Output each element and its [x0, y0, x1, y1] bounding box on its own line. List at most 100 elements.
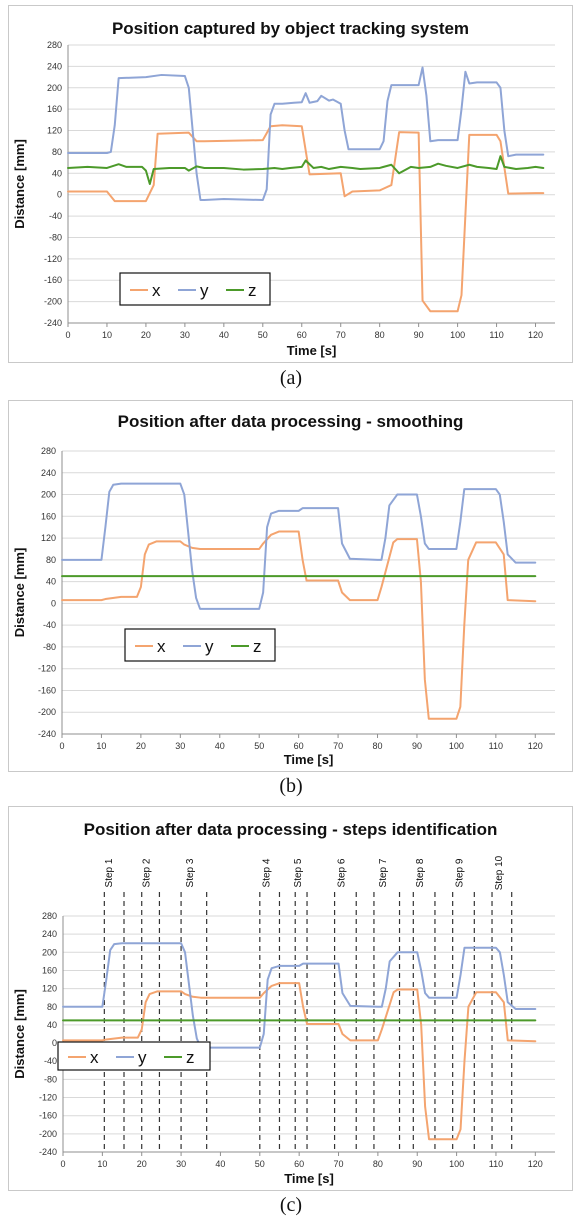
series-x-line — [62, 982, 537, 1141]
x-tick-label: 110 — [489, 330, 503, 340]
series-y-line — [61, 482, 537, 610]
step-label: Step 6 — [336, 858, 347, 887]
x-tick-label: 30 — [180, 330, 190, 340]
x-tick-label: 110 — [489, 741, 503, 751]
y-tick-label: -80 — [49, 232, 62, 242]
chart-b-svg: Position after data processing - smoothi… — [8, 400, 573, 772]
x-tick-label: 40 — [219, 330, 229, 340]
y-tick-label: -200 — [39, 1129, 57, 1139]
chart-panel-a: Position captured by object tracking sys… — [8, 5, 573, 363]
chart-a-svg: Position captured by object tracking sys… — [8, 5, 573, 363]
step-label: Step 1 — [104, 858, 115, 887]
x-tick-label: 120 — [528, 330, 543, 340]
caption-b: (b) — [279, 775, 303, 797]
x-tick-label: 80 — [373, 1159, 383, 1169]
y-tick-label: 40 — [46, 577, 56, 587]
step-label: Step 5 — [293, 858, 304, 887]
y-tick-label: 80 — [46, 555, 56, 565]
x-tick-label: 70 — [334, 1159, 344, 1169]
chart-c-svg: Position after data processing - steps i… — [8, 806, 573, 1191]
y-tick-label: -160 — [39, 1111, 57, 1121]
x-tick-label: 0 — [65, 330, 70, 340]
step-label: Step 9 — [455, 858, 466, 887]
y-tick-label: -40 — [49, 211, 62, 221]
series-z-line — [67, 155, 545, 185]
chart-title: Position after data processing - smoothi… — [118, 412, 464, 431]
series-y-line — [67, 66, 545, 202]
step-label: Step 2 — [142, 858, 153, 887]
x-tick-label: 50 — [255, 1159, 265, 1169]
x-tick-label: 50 — [254, 741, 264, 751]
y-tick-label: -40 — [44, 1056, 57, 1066]
y-tick-label: 120 — [41, 533, 56, 543]
y-tick-label: -120 — [38, 664, 56, 674]
y-axis-title: Distance [mm] — [12, 989, 27, 1079]
x-tick-label: 30 — [175, 741, 185, 751]
y-tick-label: -240 — [39, 1147, 57, 1157]
x-tick-label: 120 — [528, 1159, 543, 1169]
x-tick-label: 10 — [96, 741, 106, 751]
x-tick-label: 30 — [176, 1159, 186, 1169]
x-tick-label: 60 — [294, 741, 304, 751]
x-axis-title: Time [s] — [287, 343, 337, 358]
x-tick-label: 20 — [137, 1159, 147, 1169]
chart-panel-c: Position after data processing - steps i… — [8, 806, 573, 1191]
chart-frame — [8, 5, 573, 363]
step-label: Step 10 — [494, 855, 505, 890]
x-tick-label: 10 — [102, 330, 112, 340]
legend-x-label: x — [157, 637, 166, 656]
y-tick-label: -80 — [44, 1074, 57, 1084]
y-tick-label: -160 — [44, 275, 62, 285]
series-x-line — [67, 124, 545, 313]
x-tick-label: 100 — [449, 741, 464, 751]
chart-frame — [8, 400, 573, 772]
y-tick-label: 0 — [51, 598, 56, 608]
y-tick-label: -200 — [44, 297, 62, 307]
x-tick-label: 60 — [294, 1159, 304, 1169]
y-tick-label: 40 — [47, 1020, 57, 1030]
y-tick-label: -120 — [44, 254, 62, 264]
y-tick-label: -200 — [38, 707, 56, 717]
y-tick-label: 200 — [41, 490, 56, 500]
y-axis-title: Distance [mm] — [12, 139, 27, 229]
y-tick-label: 120 — [42, 984, 57, 994]
y-tick-label: 160 — [41, 511, 56, 521]
x-tick-label: 80 — [373, 741, 383, 751]
y-tick-label: -80 — [43, 642, 56, 652]
caption-c: (c) — [279, 1194, 303, 1216]
y-tick-label: -160 — [38, 685, 56, 695]
legend-z-label: z — [248, 281, 257, 300]
legend-z-label: z — [186, 1048, 195, 1067]
y-tick-label: 80 — [47, 1002, 57, 1012]
legend-x-label: x — [90, 1048, 99, 1067]
step-label: Step 7 — [378, 858, 389, 887]
y-tick-label: 0 — [57, 190, 62, 200]
step-label: Step 3 — [185, 858, 196, 887]
legend-x-label: x — [152, 281, 161, 300]
legend-z-label: z — [253, 637, 262, 656]
series-y-line — [62, 942, 537, 1049]
y-tick-label: 160 — [47, 104, 62, 114]
step-label: Step 4 — [262, 858, 273, 887]
y-tick-label: 200 — [42, 947, 57, 957]
y-tick-label: 120 — [47, 126, 62, 136]
x-tick-label: 110 — [489, 1159, 503, 1169]
chart-title: Position after data processing - steps i… — [84, 820, 498, 839]
x-tick-label: 20 — [136, 741, 146, 751]
y-tick-label: 160 — [42, 965, 57, 975]
y-tick-label: -120 — [39, 1093, 57, 1103]
legend-y-label: y — [200, 281, 209, 300]
x-tick-label: 60 — [297, 330, 307, 340]
x-tick-label: 90 — [412, 1159, 422, 1169]
y-tick-label: 280 — [47, 40, 62, 50]
y-tick-label: 200 — [47, 83, 62, 93]
y-tick-label: 40 — [52, 168, 62, 178]
x-tick-label: 20 — [141, 330, 151, 340]
legend-y-label: y — [205, 637, 214, 656]
x-tick-label: 100 — [449, 1159, 464, 1169]
legend-y-label: y — [138, 1048, 147, 1067]
x-tick-label: 90 — [412, 741, 422, 751]
x-axis-title: Time [s] — [284, 1171, 334, 1186]
caption-a: (a) — [279, 367, 303, 389]
series-x-line — [61, 530, 537, 720]
